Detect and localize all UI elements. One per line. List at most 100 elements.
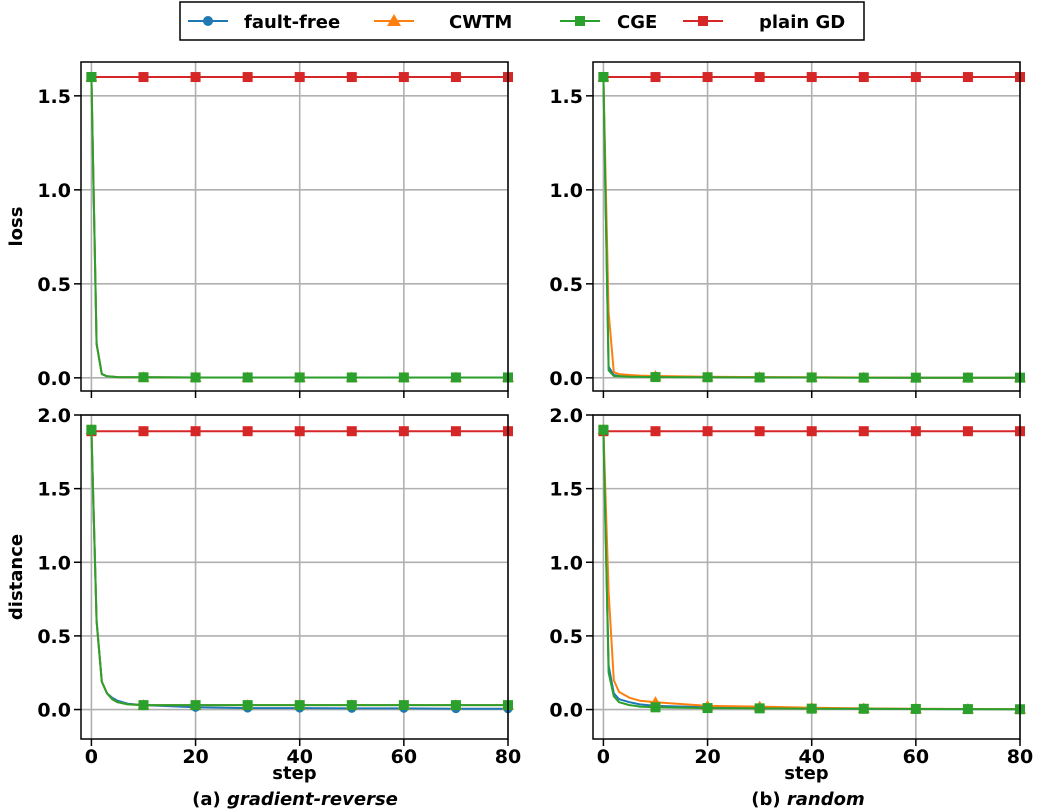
data-point-cge (242, 372, 253, 383)
legend-label: CGE (617, 12, 657, 33)
data-point-cge (702, 703, 713, 714)
data-point-cge (806, 703, 817, 714)
data-point-plain-gd (450, 72, 461, 83)
x-tick-label: 0 (85, 746, 98, 768)
data-point-plain-gd (294, 72, 305, 83)
data-point-plain-gd (138, 72, 149, 83)
data-point-cge (450, 372, 461, 383)
data-point-plain-gd (858, 72, 869, 83)
legend-entry-fault-free: fault-free (188, 12, 340, 33)
x-tick-label: 80 (1007, 746, 1033, 768)
data-point-plain-gd (858, 426, 869, 437)
data-point-cge (858, 703, 869, 714)
series-line-cge (602, 429, 1021, 711)
panel-gradient-reverse-loss: 0.0 0.5 1.0 1.5 loss (6, 61, 514, 398)
y-tick-label: 1.0 (37, 180, 71, 202)
data-point-plain-gd (242, 72, 253, 83)
x-tick-label: 20 (694, 746, 720, 768)
data-point-cge (806, 372, 817, 383)
data-point-plain-gd (754, 426, 765, 437)
data-point-cge (190, 700, 201, 711)
data-point-plain-gd (910, 426, 921, 437)
y-tick-label: 0.0 (37, 368, 71, 390)
data-point-cge (346, 372, 357, 383)
y-tick-label: 0.0 (37, 700, 71, 722)
data-point-cge (598, 424, 609, 435)
legend: fault-free CWTM CGE plain GD (179, 1, 865, 41)
plot-area (597, 423, 1026, 715)
legend-entry-cge: CGE (560, 12, 657, 33)
data-point-plain-gd (910, 72, 921, 83)
data-point-plain-gd (702, 426, 713, 437)
data-point-plain-gd (190, 72, 201, 83)
caption-b: (b) random (751, 789, 864, 810)
data-point-cge (702, 372, 713, 383)
plot-area (85, 71, 514, 383)
panel-random-loss: 0.0 0.5 1.0 1.5 (549, 61, 1026, 398)
y-axis-label: distance (6, 534, 27, 620)
data-point-cge (650, 702, 661, 713)
x-tick-label: 60 (903, 746, 929, 768)
data-point-cge (910, 703, 921, 714)
plot-area (85, 423, 514, 714)
data-point-plain-gd (806, 72, 817, 83)
legend-label: CWTM (449, 12, 512, 33)
legend-entry-plain-gd: plain GD (683, 12, 845, 33)
data-point-plain-gd (962, 72, 973, 83)
data-point-cge (398, 700, 409, 711)
y-tick-label: 0.0 (549, 368, 583, 390)
y-tick-label: 0.5 (37, 626, 71, 648)
y-tick-label: 2.0 (549, 405, 583, 427)
legend-label: plain GD (759, 12, 845, 33)
series-line-cge (90, 76, 508, 379)
data-point-plain-gd (754, 72, 765, 83)
data-point-cge (450, 700, 461, 711)
data-point-plain-gd (294, 426, 305, 437)
data-point-cge (754, 372, 765, 383)
caption-a-name: gradient-reverse (227, 789, 398, 810)
x-axis-label: step (784, 763, 829, 784)
plot-area (597, 71, 1026, 383)
data-point-cge (138, 700, 149, 711)
legend-circle-marker-icon (203, 16, 213, 26)
legend-entry-cwtm: CWTM (374, 12, 512, 33)
data-point-plain-gd (242, 426, 253, 437)
caption-a-prefix: (a) (192, 789, 227, 810)
caption-a: (a) gradient-reverse (192, 789, 398, 810)
series-line-cge (602, 76, 1020, 379)
data-point-cge (242, 700, 253, 711)
data-point-plain-gd (346, 426, 357, 437)
y-axis-label: loss (6, 207, 27, 247)
data-point-plain-gd (398, 426, 409, 437)
x-tick-label: 60 (391, 746, 417, 768)
legend-label: fault-free (244, 12, 340, 33)
data-point-cge (650, 372, 661, 383)
y-tick-label: 1.0 (549, 180, 583, 202)
data-point-plain-gd (190, 426, 201, 437)
data-point-cge (86, 424, 97, 435)
data-point-plain-gd (962, 426, 973, 437)
x-tick-label: 40 (798, 746, 824, 768)
axes-frame (80, 61, 509, 392)
axes-frame (592, 61, 1021, 392)
x-tick-label: 40 (286, 746, 312, 768)
panel-random-distance: 0 20 40 60 80 0.0 0.5 1.0 1.5 2.0 step (549, 405, 1033, 784)
x-tick-label: 0 (597, 746, 610, 768)
data-point-plain-gd (806, 426, 817, 437)
data-point-plain-gd (138, 426, 149, 437)
axes-frame (592, 414, 1021, 740)
data-point-cge (598, 72, 609, 83)
data-point-cge (86, 72, 97, 83)
y-tick-label: 1.0 (37, 552, 71, 574)
data-point-plain-gd (450, 426, 461, 437)
legend-square-marker-icon (575, 16, 585, 26)
data-point-plain-gd (398, 72, 409, 83)
data-point-cge (138, 372, 149, 383)
data-point-plain-gd (650, 426, 661, 437)
x-axis-label: step (272, 763, 317, 784)
y-tick-label: 0.5 (37, 274, 71, 296)
y-tick-label: 1.5 (37, 479, 71, 501)
x-tick-label: 80 (495, 746, 521, 768)
data-point-cge (346, 700, 357, 711)
